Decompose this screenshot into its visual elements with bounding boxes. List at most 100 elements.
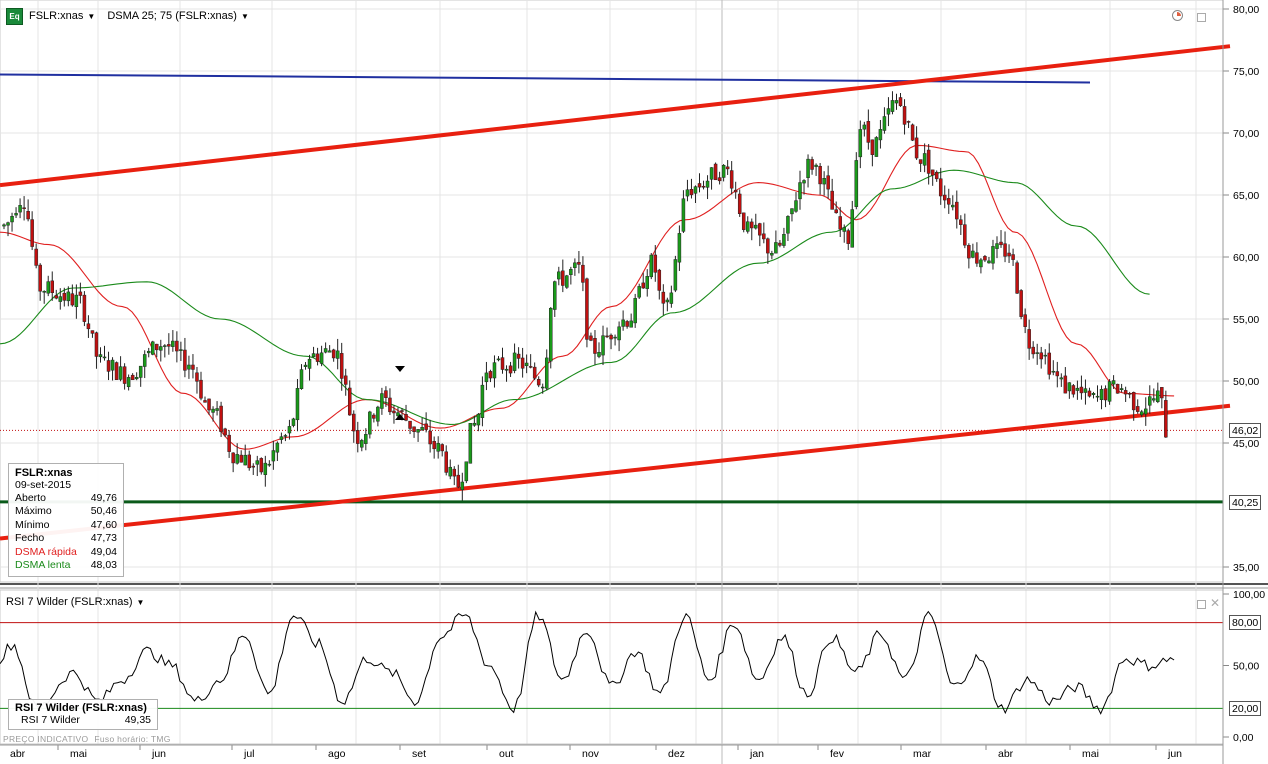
candle-body bbox=[605, 335, 609, 338]
candle-body bbox=[14, 213, 18, 216]
indicator-selector[interactable]: DSMA 25; 75 (FSLR:xnas) bbox=[107, 10, 237, 22]
candle-body bbox=[315, 353, 320, 362]
candle-body bbox=[878, 129, 883, 141]
candle-body bbox=[18, 205, 22, 213]
candle-body bbox=[484, 372, 489, 383]
symbol-selector[interactable]: FSLR:xnas bbox=[29, 10, 84, 22]
candle-body bbox=[404, 414, 408, 421]
candle-body bbox=[524, 362, 529, 367]
candle-body bbox=[737, 193, 742, 214]
month-tick-label: nov bbox=[582, 748, 600, 760]
ma-line bbox=[0, 169, 1150, 425]
candle-body bbox=[766, 238, 770, 254]
candle-body bbox=[299, 369, 304, 389]
candle-body bbox=[1164, 400, 1168, 438]
rsi-indicator-selector[interactable]: RSI 7 Wilder (FSLR:xnas) bbox=[6, 596, 133, 608]
candle-body bbox=[1139, 411, 1144, 416]
candle-body bbox=[657, 269, 662, 291]
month-tick-label: jun bbox=[151, 748, 166, 760]
candle-body bbox=[110, 359, 115, 371]
restore-icon[interactable] bbox=[1197, 600, 1206, 609]
candle-body bbox=[641, 282, 645, 289]
candle-body bbox=[585, 278, 589, 340]
chevron-down-icon[interactable]: ▼ bbox=[87, 11, 96, 21]
candle-body bbox=[167, 344, 171, 347]
candle-body bbox=[335, 350, 340, 359]
candle-body bbox=[267, 463, 272, 466]
price-tick-label: 80,00 bbox=[1233, 4, 1259, 16]
candle-body bbox=[472, 422, 477, 426]
candle-body bbox=[122, 366, 127, 384]
candle-body bbox=[1027, 329, 1031, 349]
close-icon[interactable]: ✕ bbox=[1210, 596, 1221, 610]
candle-body bbox=[806, 158, 810, 178]
candle-body bbox=[609, 334, 613, 340]
candle-body bbox=[544, 357, 549, 389]
candle-body bbox=[1071, 385, 1076, 395]
candle-body bbox=[621, 319, 625, 327]
candle-body bbox=[512, 352, 517, 371]
candle-body bbox=[1152, 398, 1156, 401]
candle-body bbox=[259, 458, 264, 473]
candle-body bbox=[343, 375, 348, 385]
timezone-label: Fuso horário: TMG bbox=[94, 734, 171, 744]
candle-body bbox=[428, 430, 432, 445]
candle-body bbox=[729, 170, 734, 189]
candle-body bbox=[408, 420, 412, 429]
rsi-tick-label: 100,00 bbox=[1233, 589, 1265, 601]
info-row-value: 49,04 bbox=[90, 545, 117, 558]
candle-body bbox=[894, 100, 899, 104]
candle-body bbox=[838, 216, 842, 230]
candle-body bbox=[94, 332, 99, 357]
restore-icon[interactable] bbox=[1197, 13, 1206, 22]
equity-icon[interactable]: Eq bbox=[6, 7, 23, 25]
candle-body bbox=[436, 443, 440, 452]
candle-body bbox=[613, 336, 617, 339]
candle-body bbox=[480, 384, 485, 418]
info-row-label: Aberto bbox=[15, 492, 46, 504]
candle-body bbox=[54, 295, 59, 299]
main-panel-frame bbox=[0, 0, 1224, 583]
rsi-value-row: RSI 7 Wilder 49,35 bbox=[15, 714, 151, 727]
price-tick-label: 60,00 bbox=[1233, 252, 1259, 264]
chevron-down-icon[interactable]: ▼ bbox=[240, 11, 249, 21]
chevron-down-icon[interactable]: ▼ bbox=[136, 597, 145, 607]
candle-body bbox=[235, 454, 239, 464]
candle-body bbox=[959, 219, 963, 225]
candle-body bbox=[243, 454, 247, 466]
candle-body bbox=[251, 465, 256, 468]
month-tick-label: mai bbox=[70, 748, 87, 760]
candle-body bbox=[444, 451, 448, 473]
candle-body bbox=[46, 281, 50, 294]
candle-body bbox=[601, 335, 605, 356]
candle-body bbox=[26, 211, 30, 220]
candle-body bbox=[798, 182, 802, 200]
clock-icon[interactable] bbox=[1172, 10, 1183, 21]
candle-body bbox=[549, 307, 553, 362]
candle-body bbox=[400, 410, 404, 412]
candle-body bbox=[814, 164, 818, 167]
candle-body bbox=[1123, 390, 1128, 395]
candle-body bbox=[34, 248, 38, 266]
candle-body bbox=[1091, 393, 1096, 395]
candle-body bbox=[183, 349, 187, 371]
candle-body bbox=[653, 254, 658, 273]
price-tick-label: 65,00 bbox=[1233, 190, 1259, 202]
candle-body bbox=[890, 100, 895, 112]
candle-body bbox=[661, 291, 666, 304]
candle-body bbox=[637, 286, 641, 298]
candle-body bbox=[790, 208, 794, 215]
candle-body bbox=[1111, 380, 1116, 385]
candle-body bbox=[283, 435, 288, 437]
candle-body bbox=[862, 124, 867, 130]
info-row-value: 48,03 bbox=[90, 558, 117, 571]
candle-body bbox=[645, 276, 649, 289]
candle-body bbox=[886, 108, 891, 115]
candle-body bbox=[6, 222, 10, 226]
candle-body bbox=[830, 190, 834, 210]
candle-body bbox=[910, 124, 915, 141]
month-tick-label: ago bbox=[328, 748, 346, 760]
candle-body bbox=[30, 219, 34, 247]
